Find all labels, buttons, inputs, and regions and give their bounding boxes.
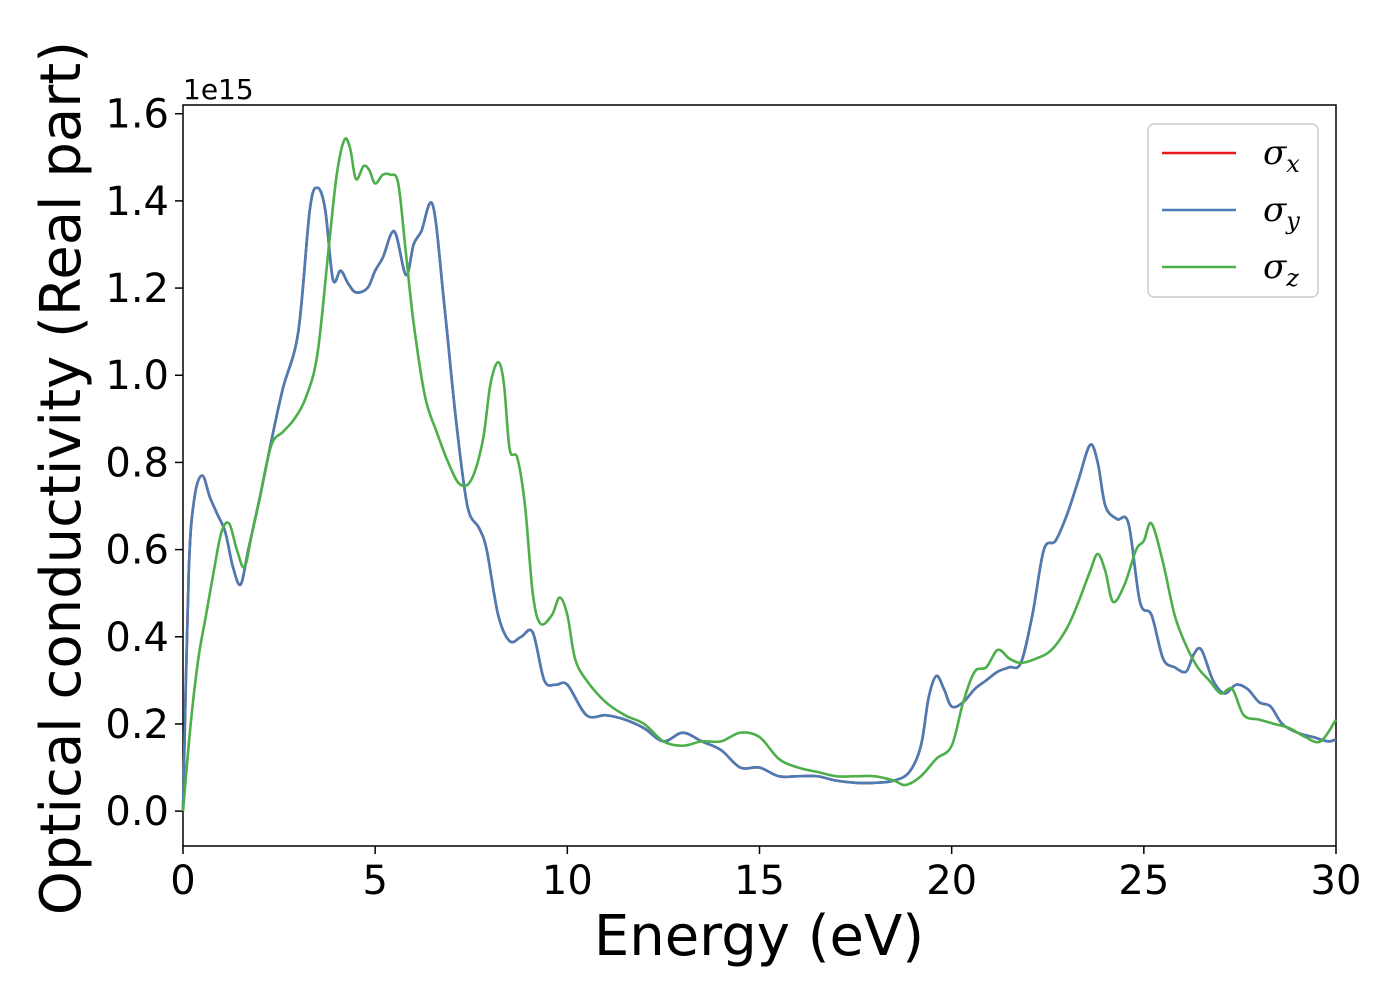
y-tick-label: 1.6 bbox=[105, 92, 169, 138]
y-tick-label: 0.0 bbox=[105, 789, 169, 835]
x-tick-label: 5 bbox=[362, 858, 387, 904]
legend: σx σy σz bbox=[1147, 123, 1319, 298]
x-axis-label: Energy (eV) bbox=[594, 904, 924, 969]
y-axis-label: Optical conductivity (Real part) bbox=[29, 41, 94, 915]
legend-items: σx σy σz bbox=[1162, 133, 1300, 292]
x-tick-label: 10 bbox=[542, 858, 593, 904]
ticks: 0 5 10 15 20 25 30 0.0 0.2 0.4 0.6 0.8 1.0 1.2 1.4 1.6 bbox=[105, 92, 1361, 904]
x-tick-label: 25 bbox=[1118, 858, 1169, 904]
series-line-z bbox=[181, 137, 1338, 812]
y-tick-label: 0.4 bbox=[105, 615, 169, 661]
x-tick-label: 20 bbox=[926, 858, 977, 904]
y-tick-label: 0.8 bbox=[105, 440, 169, 486]
legend-label-x: σx bbox=[1263, 133, 1300, 178]
plot-area bbox=[182, 104, 1337, 847]
x-tick-label: 15 bbox=[734, 858, 785, 904]
y-tick-label: 0.6 bbox=[105, 528, 169, 574]
y-offset-label: 1e15 bbox=[183, 73, 254, 106]
y-tick-label: 1.2 bbox=[105, 266, 169, 312]
y-tick-label: 1.0 bbox=[105, 353, 169, 399]
x-tick-label: 30 bbox=[1311, 858, 1362, 904]
legend-label-z: σz bbox=[1263, 247, 1299, 292]
x-tick-label: 0 bbox=[170, 858, 195, 904]
y-tick-label: 0.2 bbox=[105, 702, 169, 748]
series-lines bbox=[181, 137, 1338, 812]
series-line-y bbox=[181, 186, 1337, 812]
legend-label-y: σy bbox=[1263, 190, 1300, 235]
y-tick-label: 1.4 bbox=[105, 179, 169, 225]
